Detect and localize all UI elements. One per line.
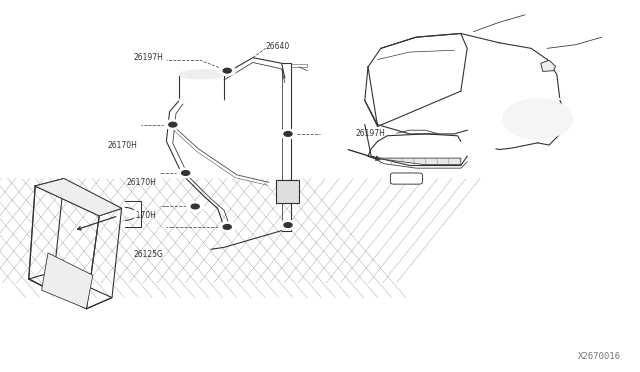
Text: 26170H: 26170H [127,178,157,187]
Circle shape [191,204,199,209]
Circle shape [496,95,579,143]
Polygon shape [35,179,122,216]
FancyBboxPatch shape [390,173,422,184]
Circle shape [502,99,573,140]
Ellipse shape [179,70,224,79]
Circle shape [280,129,297,139]
Circle shape [223,68,231,73]
Circle shape [284,132,292,136]
Circle shape [187,202,204,211]
Circle shape [182,171,189,175]
Text: 26197H: 26197H [355,129,385,138]
Circle shape [177,168,195,178]
Polygon shape [42,253,93,309]
Text: 26125G: 26125G [133,250,163,259]
Ellipse shape [179,96,224,105]
Circle shape [284,223,292,227]
Circle shape [125,210,138,218]
Text: 26197H: 26197H [133,53,163,62]
Text: 26170H: 26170H [127,211,157,220]
Polygon shape [374,158,461,164]
Text: 26640: 26640 [266,42,290,51]
Text: X2670016: X2670016 [578,352,621,361]
Circle shape [218,65,236,76]
FancyBboxPatch shape [276,180,299,203]
Text: 26170H: 26170H [108,141,138,150]
Polygon shape [541,60,556,71]
Circle shape [188,80,216,96]
Circle shape [164,119,182,129]
Circle shape [218,222,236,232]
Circle shape [169,122,177,127]
Circle shape [280,220,297,230]
Circle shape [223,225,231,229]
